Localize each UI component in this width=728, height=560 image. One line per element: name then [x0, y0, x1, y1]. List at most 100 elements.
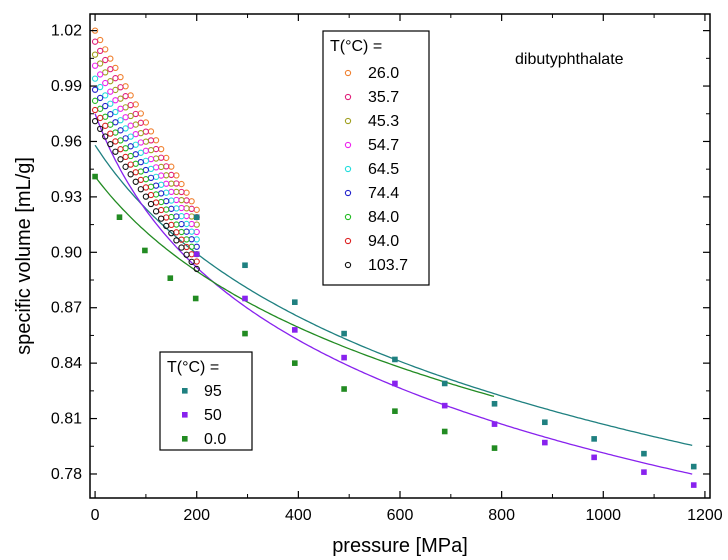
data-point-square [441, 380, 448, 387]
data-point-circle [117, 146, 124, 153]
data-point-circle [112, 108, 119, 116]
legend-entry: 26.0 [368, 65, 399, 82]
legend-entry: 95 [204, 383, 222, 400]
x-tick-label: 1000 [585, 507, 621, 524]
legend-open-circles: T(°C) = 26.0 35.7 45.3 54.7 64.5 74.4 84.0 94.0 1… [322, 30, 430, 286]
data-point-square [193, 251, 200, 257]
data-point-square [242, 295, 248, 302]
legend-marker [344, 93, 352, 101]
legend-marker [344, 117, 352, 125]
data-point-square [690, 482, 697, 488]
data-point-circle [152, 208, 160, 215]
data-point-circle [157, 215, 165, 222]
data-point-square [591, 436, 597, 442]
x-tick-label: 1200 [687, 507, 723, 524]
data-point-circle [137, 139, 144, 146]
data-point-circle [168, 230, 175, 237]
data-point-circle [122, 163, 129, 170]
data-point-square [193, 214, 200, 221]
data-point-square [491, 400, 498, 407]
legend-entry: 64.5 [368, 161, 399, 178]
data-point-circle [112, 138, 119, 145]
data-point-square [641, 450, 647, 457]
data-point-circle [107, 88, 114, 95]
y-tick-label: 0.96 [51, 133, 82, 150]
data-point-circle [112, 75, 119, 82]
data-point-circle [107, 130, 114, 137]
data-point-square [392, 356, 398, 363]
data-point-circle [163, 222, 170, 230]
y-tick-label: 0.93 [51, 189, 82, 206]
legend-marker [344, 189, 352, 197]
legend-title: T(°C) = [330, 38, 382, 55]
x-tick-label: 600 [387, 507, 414, 524]
legend-entry: 84.0 [368, 209, 399, 226]
y-tick-label: 0.78 [51, 466, 82, 483]
legend-marker [344, 261, 352, 269]
data-point-circle [142, 193, 150, 200]
data-point-circle [97, 94, 104, 102]
data-point-circle [107, 140, 114, 148]
data-point-circle [127, 122, 134, 129]
data-point-circle [117, 117, 124, 124]
data-point-circle [97, 60, 104, 67]
data-point-square [92, 173, 98, 180]
data-point-square [542, 419, 548, 426]
data-point-circle [91, 97, 99, 104]
data-point-circle [97, 114, 104, 122]
data-point-circle [91, 106, 99, 114]
data-point-circle [102, 122, 109, 129]
data-point-circle [127, 161, 134, 168]
legend-squares: T(°C) = 95 50 0.0 [159, 351, 253, 451]
data-point-square [690, 463, 697, 470]
data-point-circle [188, 258, 195, 265]
data-point-circle [102, 79, 109, 87]
data-point-circle [147, 200, 155, 208]
data-point-circle [91, 86, 99, 93]
data-point-circle [112, 148, 119, 155]
legend-marker [182, 388, 188, 394]
legend-marker [344, 69, 352, 77]
legend-marker [344, 165, 352, 173]
axis-ticks: 0 200 400 600 800 1000 1200 0.78 0.81 0.84 0.87 0.9… [51, 14, 723, 524]
data-point-square [116, 214, 123, 221]
legend-entry: 94.0 [368, 233, 399, 250]
data-point-circle [122, 135, 129, 142]
y-tick-label: 0.84 [51, 355, 82, 372]
data-point-circle [173, 237, 180, 244]
data-point-square [167, 275, 174, 281]
data-point-circle [97, 71, 104, 78]
x-tick-label: 0 [91, 507, 100, 524]
data-point-circle [137, 186, 144, 193]
data-point-circle [127, 171, 134, 178]
data-point-circle [91, 62, 99, 69]
legend-box [322, 30, 430, 286]
data-point-circle [102, 69, 109, 76]
y-tick-label: 1.02 [51, 23, 82, 40]
x-tick-label: 200 [183, 507, 210, 524]
legend-title: T(°C) = [167, 359, 219, 376]
data-point-circle [117, 127, 124, 134]
data-point-circle [142, 147, 150, 154]
legend-marker [344, 237, 352, 245]
data-point-circle [122, 93, 129, 100]
y-tick-label: 0.90 [51, 244, 82, 261]
data-point-circle [107, 65, 114, 73]
legend-entry: 54.7 [368, 137, 399, 154]
data-point-circle [91, 117, 99, 125]
legend-marker [344, 141, 352, 149]
legend-marker [182, 436, 188, 442]
data-point-square [292, 327, 298, 333]
data-point-circle [178, 244, 185, 251]
data-markers [91, 27, 697, 488]
data-point-square [341, 386, 347, 392]
legend-marker [344, 213, 352, 221]
data-point-circle [91, 75, 99, 82]
fit-line [94, 176, 495, 398]
data-point-circle [102, 102, 109, 110]
data-point-circle [117, 105, 124, 112]
data-point-square [242, 262, 248, 269]
legend-box [159, 351, 253, 451]
data-point-circle [102, 56, 109, 64]
